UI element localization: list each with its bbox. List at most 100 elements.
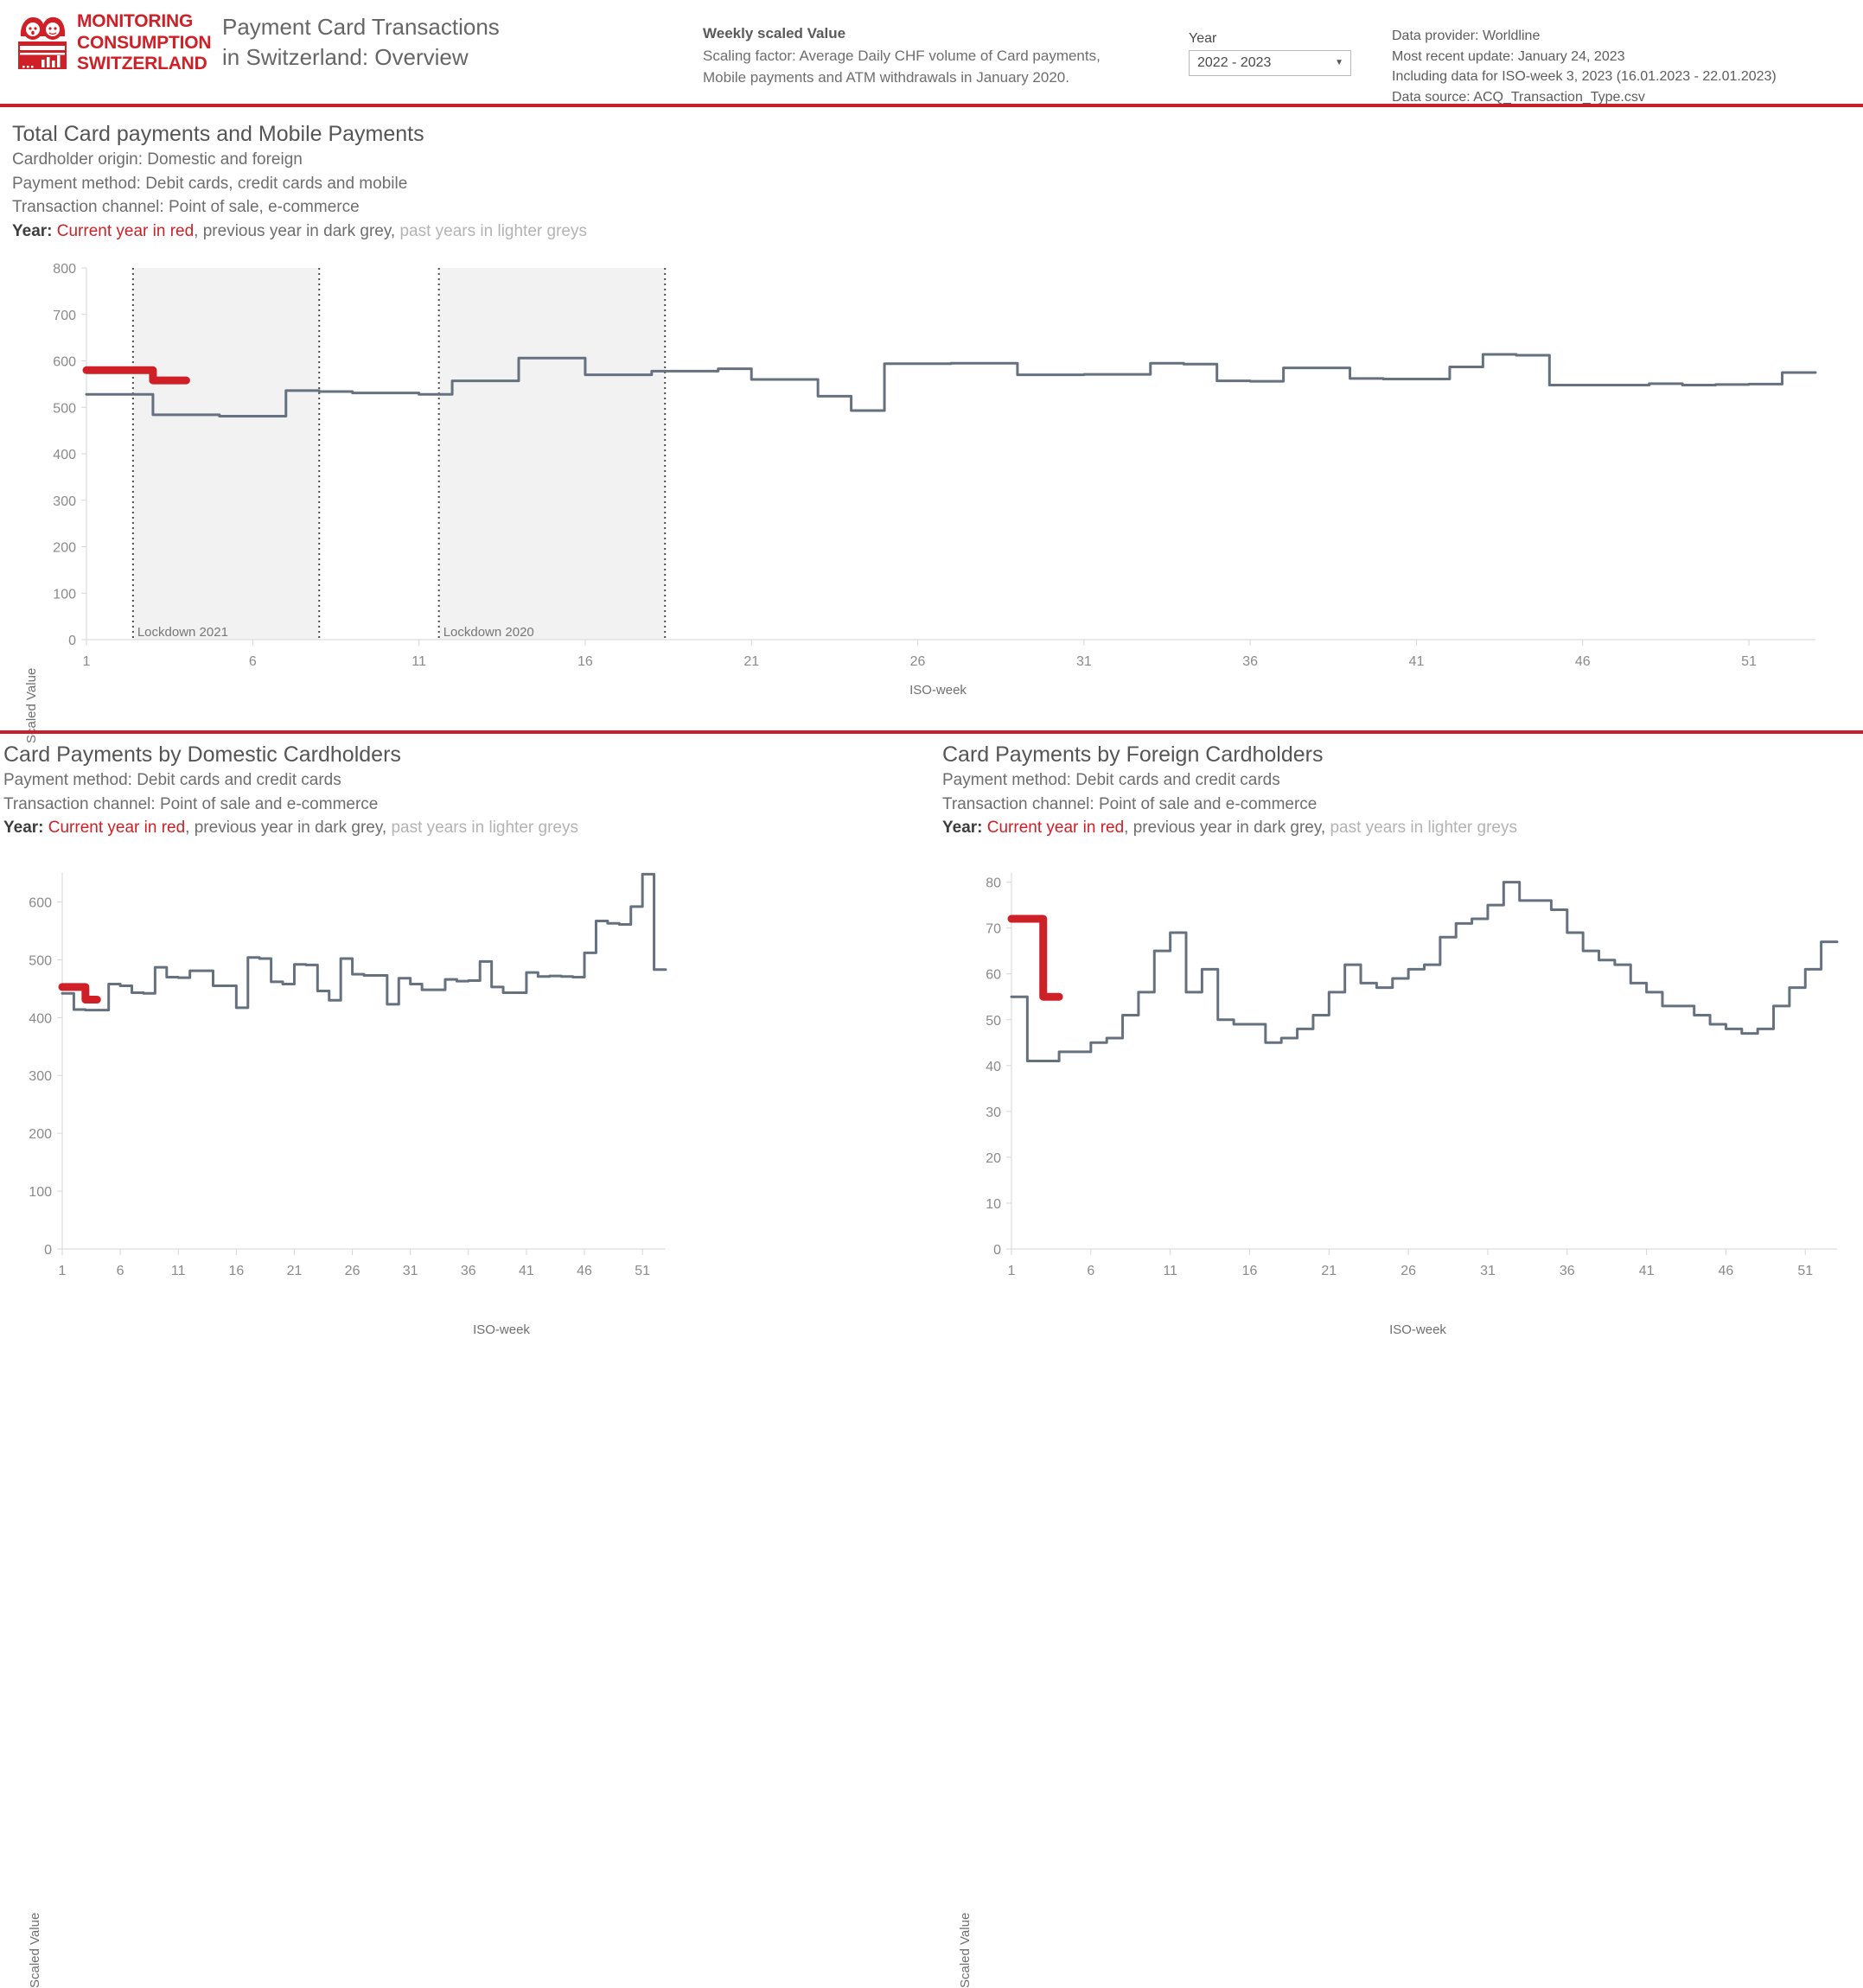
svg-text:36: 36	[461, 1264, 476, 1278]
svg-text:700: 700	[53, 309, 76, 323]
svg-text:800: 800	[53, 262, 76, 277]
section-domestic-sub-2: Transaction channel: Point of sale and e…	[3, 794, 379, 813]
section-total-sub-1: Cardholder origin: Domestic and foreign	[12, 150, 303, 169]
svg-text:Lockdown 2021: Lockdown 2021	[137, 625, 228, 640]
svg-text:500: 500	[29, 953, 52, 968]
svg-text:46: 46	[1575, 654, 1591, 669]
section-total-sub-2: Payment method: Debit cards, credit card…	[12, 174, 408, 193]
chart-foreign-x-axis-title: ISO-week	[1389, 1322, 1446, 1337]
svg-text:36: 36	[1560, 1264, 1575, 1278]
svg-text:600: 600	[53, 355, 76, 370]
svg-text:0: 0	[68, 634, 76, 648]
svg-text:50: 50	[986, 1014, 1001, 1029]
svg-text:36: 36	[1242, 654, 1258, 669]
section-domestic-header: Card Payments by Domestic Cardholders Pa…	[3, 742, 578, 840]
year-select[interactable]: 2022 - 2023 ▼	[1189, 50, 1351, 76]
legend-past-years: past years in lighter greys	[399, 221, 587, 240]
legend-prefix: Year:	[3, 819, 44, 838]
section-total-legend: Year: Current year in red, previous year…	[12, 220, 587, 244]
brand-line-2: CONSUMPTION	[77, 32, 212, 53]
svg-text:1: 1	[59, 1264, 67, 1278]
svg-text:80: 80	[986, 876, 1001, 891]
meta-iso-week-coverage: Including data for ISO-week 3, 2023 (16.…	[1392, 69, 1777, 85]
svg-text:21: 21	[1321, 1264, 1337, 1278]
legend-previous-year: , previous year in dark grey,	[194, 221, 400, 240]
svg-text:41: 41	[1639, 1264, 1655, 1278]
svg-text:11: 11	[171, 1264, 186, 1278]
section-foreign-sub-2: Transaction channel: Point of sale and e…	[942, 794, 1317, 813]
scaling-desc-line-2: Mobile payments and ATM withdrawals in J…	[703, 69, 1069, 86]
header-divider	[0, 104, 1863, 107]
section-foreign-header: Card Payments by Foreign Cardholders Pay…	[942, 742, 1517, 840]
svg-text:46: 46	[1719, 1264, 1734, 1278]
svg-text:26: 26	[345, 1264, 360, 1278]
legend-past-years: past years in lighter greys	[391, 819, 578, 838]
legend-current-year: Current year in red	[48, 819, 186, 838]
svg-text:31: 31	[1076, 654, 1092, 669]
svg-text:1: 1	[1008, 1264, 1016, 1278]
legend-previous-year: , previous year in dark grey,	[185, 819, 392, 838]
svg-text:100: 100	[29, 1185, 52, 1200]
page-title: Payment Card Transactions in Switzerland…	[222, 14, 500, 71]
svg-text:20: 20	[986, 1151, 1001, 1166]
chart-foreign-y-axis-title: Scaled Value	[958, 1912, 973, 1988]
scaling-title: Weekly scaled Value	[703, 25, 846, 41]
svg-text:26: 26	[910, 654, 926, 669]
svg-text:51: 51	[635, 1264, 650, 1278]
brand-wordmark: MONITORING CONSUMPTION SWITZERLAND	[77, 11, 212, 74]
chart-total-plot[interactable]: Lockdown 2021 Lockdown 2020 0 100 200 300 400 5…	[0, 259, 1863, 691]
brand-logo: MONITORING CONSUMPTION SWITZERLAND	[12, 10, 212, 76]
svg-text:600: 600	[29, 895, 52, 910]
svg-text:30: 30	[986, 1106, 1001, 1120]
svg-text:500: 500	[53, 401, 76, 416]
year-filter-label: Year	[1189, 31, 1217, 46]
section-total-sub-3: Transaction channel: Point of sale, e-co…	[12, 198, 360, 217]
legend-prefix: Year:	[942, 819, 983, 838]
svg-text:51: 51	[1741, 654, 1757, 669]
section-domestic-legend: Year: Current year in red, previous year…	[3, 816, 578, 840]
svg-text:16: 16	[577, 654, 593, 669]
legend-current-year: Current year in red	[986, 819, 1125, 838]
meta-last-update: Most recent update: January 24, 2023	[1392, 48, 1625, 64]
legend-previous-year: , previous year in dark grey,	[1124, 819, 1330, 838]
chart-foreign-cardholders[interactable]: Scaled Value 0 10 20 30 40 50 60 70 80 1 6 11 16 21 26…	[934, 864, 1863, 1988]
chevron-down-icon[interactable]: ▼	[1335, 58, 1343, 67]
section-foreign-title: Card Payments by Foreign Cardholders	[942, 742, 1324, 767]
legend-current-year: Current year in red	[56, 221, 195, 240]
svg-text:31: 31	[403, 1264, 418, 1278]
chart-domestic-y-axis-title: Scaled Value	[28, 1912, 42, 1988]
svg-text:16: 16	[228, 1264, 244, 1278]
svg-text:100: 100	[53, 587, 76, 602]
svg-text:31: 31	[1480, 1264, 1496, 1278]
family-card-logo-icon	[18, 16, 67, 69]
svg-text:6: 6	[249, 654, 257, 669]
meta-data-provider: Data provider: Worldline	[1392, 29, 1541, 43]
svg-text:11: 11	[1163, 1264, 1177, 1278]
svg-text:400: 400	[29, 1011, 52, 1026]
year-filter: Year 2022 - 2023 ▼	[1189, 31, 1353, 76]
svg-text:0: 0	[993, 1243, 1001, 1258]
legend-prefix: Year:	[12, 221, 53, 240]
svg-text:300: 300	[53, 494, 76, 509]
section-foreign-sub-1: Payment method: Debit cards and credit c…	[942, 771, 1280, 790]
section-domestic-sub-1: Payment method: Debit cards and credit c…	[3, 771, 341, 790]
svg-text:60: 60	[986, 968, 1001, 983]
chart-domestic-cardholders[interactable]: Scaled Value 0 100 200 300 400 500 600 1 6 11 16 21…	[0, 864, 934, 1988]
svg-text:51: 51	[1797, 1264, 1813, 1278]
svg-text:41: 41	[519, 1264, 534, 1278]
svg-text:21: 21	[743, 654, 759, 669]
chart-domestic-x-axis-title: ISO-week	[473, 1322, 530, 1337]
svg-text:10: 10	[986, 1197, 1001, 1212]
year-select-value: 2022 - 2023	[1197, 55, 1272, 70]
chart-total-card-mobile[interactable]: Scaled Value Lockdown 2021 Lockdown 2020 0…	[0, 259, 1863, 743]
page-header: MONITORING CONSUMPTION SWITZERLAND Payme…	[0, 0, 1863, 105]
svg-text:41: 41	[1409, 654, 1425, 669]
svg-text:Lockdown 2020: Lockdown 2020	[443, 625, 534, 640]
svg-text:0: 0	[44, 1243, 52, 1258]
section-divider-1	[0, 730, 1863, 734]
dataset-metadata: Data provider: Worldline Most recent upd…	[1392, 26, 1777, 108]
svg-text:6: 6	[1087, 1264, 1094, 1278]
svg-text:40: 40	[986, 1060, 1001, 1074]
